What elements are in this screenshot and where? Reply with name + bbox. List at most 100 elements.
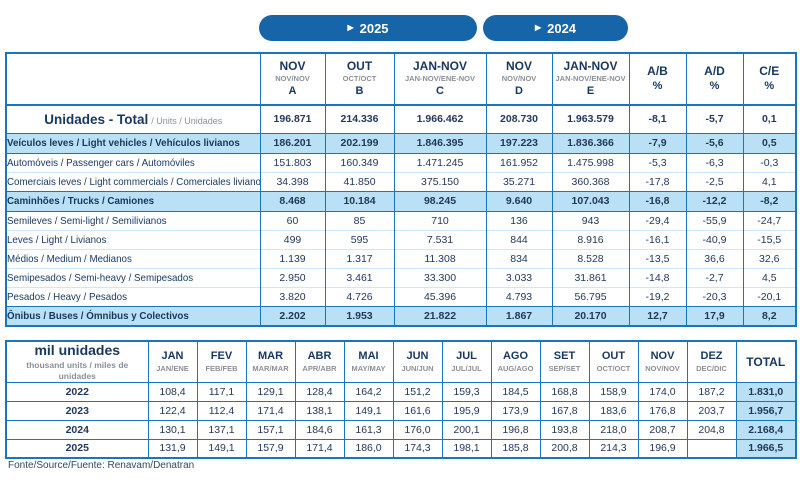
month-main: JUN [406, 350, 429, 363]
row-label-cell: Leves / Light / Livianos [5, 229, 260, 249]
month-header-nov: NOV NOV/NOV [637, 340, 688, 383]
month-header-jun: JUN JUN/JUN [392, 340, 443, 383]
row-label: Ônibus / Buses / Ómnibus y Colectivos [7, 309, 189, 322]
table-row: Automóveis / Passenger cars / Automóvile… [5, 152, 796, 172]
col-sub: NOV/NOV [501, 74, 537, 84]
total-cell: 1.966,5 [735, 438, 797, 459]
month-value-set: 168,8 [539, 381, 590, 402]
cell-ad-pct: -40,9 [685, 229, 743, 249]
month-value-jan: 108,4 [147, 381, 198, 402]
month-sub: JUN/JUN [401, 363, 434, 373]
cell-out-b: 160.349 [324, 152, 394, 172]
col-header-nov-d: NOV NOV/NOV D [485, 53, 552, 106]
cell-ad-pct: 17,9 [685, 305, 743, 327]
month-value-ago: 184,5 [490, 381, 541, 402]
month-value-mar: 157,1 [245, 419, 296, 440]
row-label-cell: Ônibus / Buses / Ómnibus y Colectivos [5, 305, 260, 327]
col-main: JAN-NOV [412, 59, 467, 74]
month-main: JUL [456, 350, 477, 363]
cell-ab-pct: -5,3 [628, 152, 686, 172]
col-letter: % [764, 80, 775, 93]
month-main: ABR [307, 350, 332, 363]
cell-out-b: 85 [324, 210, 394, 230]
cell-jannov-c: 375.150 [393, 171, 486, 191]
cell-ad-pct: -55,9 [685, 210, 743, 230]
month-main: MAI [358, 350, 379, 363]
month-main: OUT [601, 350, 626, 363]
cell-nov-d: 197.223 [485, 132, 552, 154]
year-button-2025[interactable]: ▶ 2025 [259, 15, 477, 41]
cell-ad-pct: -2,5 [685, 171, 743, 191]
month-value-jul: 198,1 [441, 438, 492, 459]
cell-nov-d: 3.033 [485, 267, 552, 287]
cell-ce-pct: -15,5 [742, 229, 796, 249]
cell-ce-pct: -20,1 [742, 286, 796, 306]
month-main: AGO [502, 350, 529, 363]
col-header-out-b: OUT OCT/OCT B [324, 53, 394, 106]
cell-ab-pct: -16,8 [628, 190, 686, 212]
cell-ad-pct: -2,7 [685, 267, 743, 287]
cell-ad-pct: -12,2 [685, 190, 743, 212]
row-label: Semipesados / Semi-heavy / Semipesados [7, 271, 194, 284]
col-main: A/B [647, 64, 668, 79]
monthly-table: mil unidades thousand units / miles de u… [5, 340, 797, 460]
cell-jannov-c: 33.300 [393, 267, 486, 287]
row-label-cell: Médios / Medium / Medianos [5, 248, 260, 268]
month-value-mai: 164,2 [343, 381, 394, 402]
month-value-nov: 196,9 [637, 438, 688, 459]
row-label: Médios / Medium / Medianos [7, 252, 132, 265]
col-main: C/E [759, 64, 780, 79]
month-value-ago: 185,8 [490, 438, 541, 459]
month-sub: OCT/OCT [596, 363, 631, 373]
col-sub: OCT/OCT [342, 74, 377, 84]
row-label: Caminhões / Trucks / Camiones [7, 195, 155, 207]
col-main: JAN-NOV [563, 59, 618, 74]
col-letter: B [355, 85, 364, 98]
units-header-cell: mil unidades thousand units / miles de u… [5, 340, 149, 383]
monthly-table-body: 2022 108,4 117,1 129,1 128,4 164,2 151,2… [5, 381, 797, 459]
cell-jannov-e: 1.836.366 [551, 132, 629, 154]
col-header-ce-pct: C/E % [742, 53, 796, 106]
cell-ce-pct: 0,5 [742, 132, 796, 154]
cell-jannov-e: 20.170 [551, 305, 629, 327]
summary-corner-cell [5, 53, 260, 106]
col-main: OUT [346, 59, 373, 74]
month-header-abr: ABR APR/ABR [294, 340, 345, 383]
cell-jannov-c: 1.471.245 [393, 152, 486, 172]
play-icon: ▶ [534, 23, 542, 32]
row-label: Automóveis / Passenger cars / Automóvile… [7, 156, 195, 169]
cell-nov-d: 9.640 [485, 190, 552, 212]
month-value-mai: 186,0 [343, 438, 394, 459]
source-note: Fonte/Source/Fuente: Renavam/Denatran [8, 460, 195, 471]
col-main: A/D [704, 64, 725, 79]
cell-jannov-c: 21.822 [393, 305, 486, 327]
month-value-fev: 149,1 [196, 438, 247, 459]
cell-nov-a: 2.202 [259, 305, 325, 327]
cell-nov-d: 834 [485, 248, 552, 268]
month-value-fev: 117,1 [196, 381, 247, 402]
cell-ab-pct: -7,9 [628, 132, 686, 154]
month-value-jun: 161,6 [392, 400, 443, 421]
cell-jannov-e: 8.528 [551, 248, 629, 268]
month-sub: FEB/FEB [205, 363, 238, 373]
month-header-dez: DEZ DEC/DIC [686, 340, 737, 383]
month-value-dez: 204,8 [686, 419, 737, 440]
summary-table: NOV NOV/NOV A OUT OCT/OCT B JAN-NOV JAN-… [5, 52, 797, 327]
month-value-ago: 173,9 [490, 400, 541, 421]
row-label-cell: Pesados / Heavy / Pesados [5, 286, 260, 306]
month-value-set: 193,8 [539, 419, 590, 440]
month-value-dez: 187,2 [686, 381, 737, 402]
cell-jannov-c: 45.396 [393, 286, 486, 306]
total-cell: 1.831,0 [735, 381, 797, 402]
cell-ce-pct: 32,6 [742, 248, 796, 268]
cell-jannov-e: 56.795 [551, 286, 629, 306]
year-button-2024[interactable]: ▶ 2024 [483, 15, 628, 41]
table-row: Caminhões / Trucks / Camiones 8.468 10.1… [5, 190, 796, 212]
month-value-mar: 129,1 [245, 381, 296, 402]
cell-nov-a: 34.398 [259, 171, 325, 191]
cell-out-b: 1.317 [324, 248, 394, 268]
month-value-out: 158,9 [588, 381, 639, 402]
cell-ab-pct: -13,5 [628, 248, 686, 268]
cell-out-b: 595 [324, 229, 394, 249]
cell-jannov-c: 710 [393, 210, 486, 230]
